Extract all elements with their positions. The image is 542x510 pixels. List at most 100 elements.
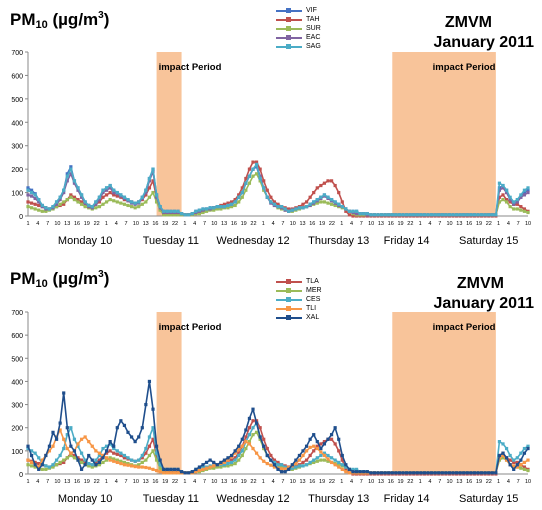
series-point-MER xyxy=(326,459,330,463)
series-point-EAC xyxy=(94,202,98,206)
x-tick-label: 13 xyxy=(456,221,462,227)
series-point-CES xyxy=(119,451,123,455)
chart-title: PM10 (µg/m3) xyxy=(10,10,109,31)
series-point-TAH xyxy=(337,190,341,195)
x-tick-label: 22 xyxy=(172,479,178,485)
series-point-TLI xyxy=(504,458,509,462)
series-point-TAH xyxy=(147,186,152,190)
series-point-TAH xyxy=(72,195,77,199)
series-point-TLI xyxy=(108,458,112,462)
series-point-XAL xyxy=(247,416,252,421)
series-point-SAG xyxy=(512,200,516,204)
series-point-TLI xyxy=(97,451,102,455)
day-label: Friday 14 xyxy=(384,235,430,247)
series-point-SAG xyxy=(151,167,155,171)
series-point-XAL xyxy=(372,471,377,475)
series-point-TLA xyxy=(258,426,262,430)
series-point-TLA xyxy=(276,460,280,465)
series-point-TAH xyxy=(344,209,348,213)
series-point-CES xyxy=(26,446,30,451)
series-point-SUR xyxy=(129,205,134,209)
series-point-CES xyxy=(112,446,116,451)
x-tick-label: 13 xyxy=(221,221,227,227)
x-tick-label: 7 xyxy=(203,221,206,227)
series-point-SAG xyxy=(401,213,405,217)
series-point-TAH xyxy=(33,202,37,206)
series-point-XAL xyxy=(201,463,205,467)
series-point-SUR xyxy=(326,201,330,205)
series-point-TLI xyxy=(29,460,34,465)
series-point-XAL xyxy=(333,426,337,430)
series-point-SAG xyxy=(433,213,437,217)
series-point-SUR xyxy=(508,205,512,209)
series-point-EAC xyxy=(62,190,66,195)
series-point-SAG xyxy=(37,198,41,202)
series-point-TAH xyxy=(229,200,234,204)
series-point-TAH xyxy=(522,207,527,211)
x-tick-label: 13 xyxy=(378,221,384,227)
series-point-MER xyxy=(69,453,73,458)
series-point-SAG xyxy=(304,205,309,209)
x-tick-label: 22 xyxy=(250,479,256,485)
series-point-XAL xyxy=(408,471,412,475)
series-point-TLA xyxy=(147,444,152,448)
series-point-SAG xyxy=(365,212,369,216)
series-point-TAH xyxy=(108,190,112,195)
series-point-SAG xyxy=(208,206,212,210)
series-point-CES xyxy=(201,465,205,469)
series-point-MER xyxy=(322,458,327,462)
series-point-XAL xyxy=(512,467,516,471)
series-point-TAH xyxy=(112,193,116,197)
series-point-XAL xyxy=(515,463,519,467)
series-point-XAL xyxy=(33,463,37,467)
series-point-TLI xyxy=(194,470,198,474)
series-point-TLA xyxy=(72,453,77,458)
series-point-SAG xyxy=(190,212,194,216)
y-tick-label: 100 xyxy=(11,449,23,456)
series-point-SUR xyxy=(115,200,119,204)
series-point-XAL xyxy=(104,449,109,453)
series-point-MER xyxy=(229,463,234,467)
series-point-XAL xyxy=(458,471,462,475)
series-point-TLI xyxy=(522,460,527,465)
x-tick-label: 16 xyxy=(152,479,158,485)
series-point-SAG xyxy=(283,207,287,211)
series-point-SUR xyxy=(147,195,152,199)
x-tick-label: 22 xyxy=(329,479,335,485)
series-point-EAC xyxy=(354,212,359,216)
series-point-XAL xyxy=(347,467,352,471)
impact-period-label: impact Period xyxy=(159,322,222,333)
series-point-TLI xyxy=(51,444,55,448)
series-point-TLI xyxy=(165,471,169,475)
series-point-EAC xyxy=(515,200,519,204)
series-point-TAH xyxy=(501,193,505,197)
series-point-TLI xyxy=(301,453,305,458)
x-tick-label: 1 xyxy=(419,221,422,227)
x-tick-label: 7 xyxy=(125,479,128,485)
series-point-EAC xyxy=(104,188,109,192)
series-point-XAL xyxy=(162,467,166,471)
series-point-MER xyxy=(501,456,505,460)
series-point-CES xyxy=(522,446,527,451)
series-point-XAL xyxy=(433,471,437,475)
series-point-XAL xyxy=(354,470,359,474)
series-point-CES xyxy=(515,456,519,460)
series-point-TAH xyxy=(497,195,502,199)
title-subscript: 10 xyxy=(35,19,48,31)
series-point-XAL xyxy=(276,467,280,471)
x-tick-label: 1 xyxy=(262,221,265,227)
series-point-XAL xyxy=(301,449,305,453)
series-point-SAG xyxy=(126,198,130,202)
series-point-TLI xyxy=(162,471,166,475)
series-point-CES xyxy=(140,453,144,458)
series-point-SUR xyxy=(201,210,205,215)
series-point-SUR xyxy=(54,205,59,209)
series-point-SAG xyxy=(112,188,116,192)
series-point-SAG xyxy=(90,205,94,209)
series-point-SAG xyxy=(183,213,187,217)
series-point-SUR xyxy=(315,201,319,205)
series-point-TLA xyxy=(265,446,269,451)
x-tick-label: 13 xyxy=(378,479,384,485)
series-point-XAL xyxy=(519,458,523,462)
x-tick-label: 1 xyxy=(26,479,29,485)
